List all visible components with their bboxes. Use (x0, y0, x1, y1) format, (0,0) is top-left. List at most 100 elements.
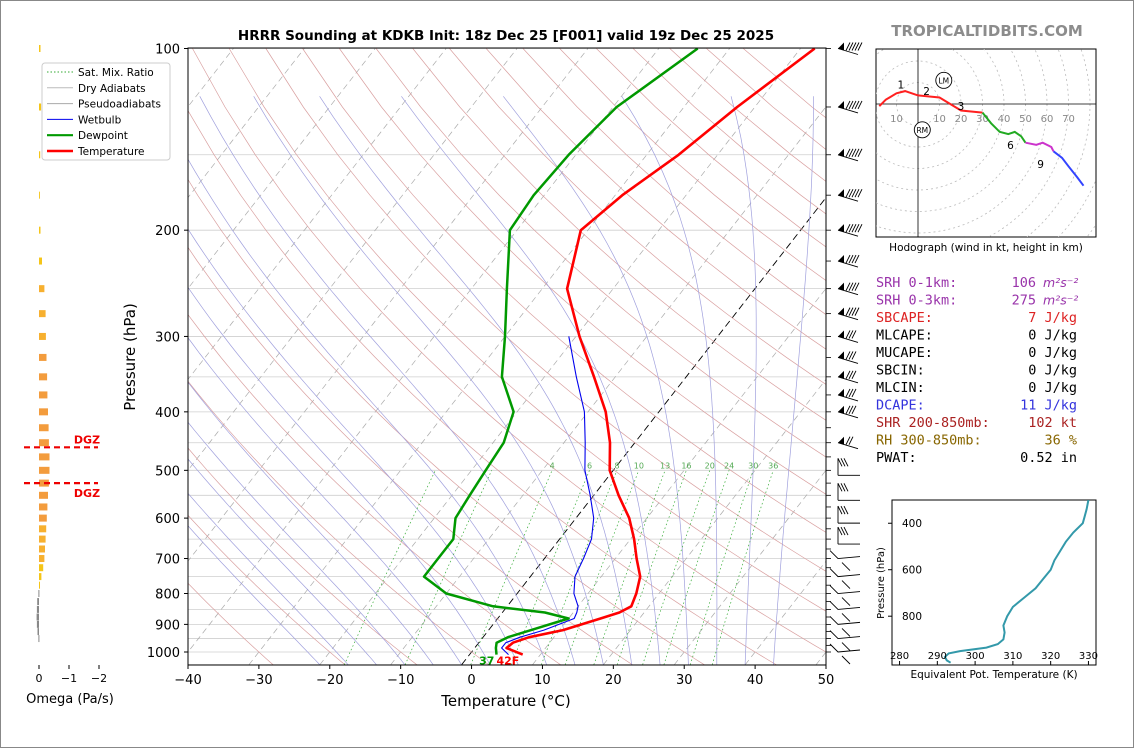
mixing-ratio-label: 16 (681, 461, 691, 470)
omega-bar (39, 555, 45, 563)
hodograph-trace (1025, 141, 1055, 152)
mixing-ratio-line (642, 470, 711, 665)
hodograph-height-label: 9 (1037, 159, 1044, 171)
omega-bar (36, 620, 39, 628)
omega-bar (38, 635, 40, 643)
legend-label: Dewpoint (78, 130, 128, 142)
hodograph-ring-label: 40 (998, 114, 1011, 125)
y-tick-label: 600 (155, 512, 180, 527)
pseudoadiabat (188, 421, 406, 665)
theta-e-area (943, 500, 1090, 664)
wind-barb-tick (857, 100, 863, 110)
omega-bar (39, 226, 41, 234)
wind-barb-tick (848, 436, 854, 445)
wind-barb-tick (848, 100, 854, 110)
indices-panel: SRH 0-1km: 106 m²s⁻² SRH 0-3km: 275 m²s⁻² SBCA… (876, 275, 1078, 466)
hodograph-trace (981, 111, 1027, 144)
index-value: 0 J/kg (1028, 345, 1077, 361)
x-tick-label: −10 (387, 673, 414, 688)
y-tick-label: 900 (155, 618, 180, 633)
y-tick-label: 700 (155, 553, 180, 568)
omega-bar (36, 613, 39, 621)
mixing-ratio-line (689, 470, 754, 665)
wind-barb-staff (837, 106, 859, 114)
mixing-ratio-line (711, 470, 774, 665)
index-label: SBCAPE: (876, 310, 933, 326)
wind-barb-tick (848, 254, 854, 264)
wind-barb-tick (851, 282, 857, 291)
wind-barb-tick (848, 370, 854, 380)
theta-e-x-tick-label: 310 (1003, 651, 1022, 662)
wind-barb-tick (845, 100, 851, 110)
hodograph-caption: Hodograph (wind in kt, height in km) (889, 242, 1083, 254)
omega-bar (39, 503, 48, 511)
mixing-ratio-line (511, 470, 590, 665)
theta-e-x-tick-label: 320 (1041, 651, 1060, 662)
mixing-ratio-label: 6 (587, 461, 592, 470)
omega-panel: 0 −1 −2 DGZ DGZ (24, 45, 107, 685)
storm-motion-label: LM (938, 76, 949, 85)
dry-adiabat (265, 48, 826, 572)
wind-barb-staff (837, 376, 859, 384)
wind-barb-staff (837, 394, 859, 402)
omega-bar (39, 332, 46, 340)
index-value: 11 J/kg (1020, 398, 1077, 414)
wind-barb-tick (843, 526, 849, 536)
wind-barb-tick (857, 223, 863, 233)
dry-adiabat (188, 380, 490, 665)
x-tick-label: 50 (818, 673, 835, 688)
index-value: 275 (1012, 293, 1036, 309)
hodograph-ring-label: 60 (1041, 114, 1054, 125)
wind-barb-tick (854, 148, 860, 157)
dry-adiabat (188, 178, 705, 665)
mixing-ratio-label: 8 (614, 461, 619, 470)
y-tick-label: 300 (155, 330, 180, 345)
index-label: MLCIN: (876, 380, 925, 396)
dry-adiabat (188, 514, 346, 665)
omega-bar (37, 598, 39, 606)
omega-bar (39, 45, 41, 52)
isotherm (673, 469, 826, 665)
wind-barb-tick (845, 42, 851, 51)
wind-barb-staff (837, 336, 859, 343)
isotherm (744, 560, 826, 665)
hodograph-height-label: 3 (958, 101, 965, 113)
omega-bar (39, 453, 50, 461)
wind-barb-tick (845, 330, 851, 339)
omega-bar (39, 391, 48, 399)
y-axis-label: Pressure (hPa) (121, 303, 139, 411)
wind-barb-tick (848, 148, 854, 157)
wind-barb-tick (851, 223, 857, 233)
omega-bar (39, 285, 45, 293)
theta-e-y-tick-label: 600 (902, 565, 922, 577)
hodograph-ring-label: 10 (890, 114, 903, 125)
x-axis-label: Temperature (°C) (440, 692, 570, 710)
index-label: SRH 0-1km: (876, 275, 957, 291)
wind-barb-tick (845, 436, 851, 445)
legend-label: Sat. Mix. Ratio (78, 67, 154, 79)
wind-barb-tick (845, 282, 851, 291)
x-tick-label: −40 (174, 673, 201, 688)
omega-bar (36, 605, 39, 613)
wind-barb-tick (848, 351, 854, 360)
x-tick-label: 20 (605, 673, 622, 688)
wind-barb-tick (840, 505, 846, 515)
wind-barb-tick (841, 642, 851, 651)
hodograph-height-label: 6 (1007, 140, 1014, 152)
wind-barb-tick (851, 370, 857, 380)
hodograph-area: 10 10 20 30 40 50 60 70 1 2 3 6 9 LM RM (876, 49, 1096, 237)
omega-bar (39, 535, 46, 543)
x-tick-label: −20 (316, 673, 343, 688)
wind-barb-tick (851, 405, 857, 415)
dry-adiabat (449, 48, 826, 385)
theta-e-x-tick-label: 290 (928, 651, 947, 662)
dry-adiabat (339, 48, 826, 495)
wind-barb-tick (857, 42, 863, 51)
wind-barb-staff (829, 550, 861, 559)
wind-barb-tick (845, 148, 851, 157)
wind-barb-tick (848, 223, 854, 233)
wind-barb-tick (851, 188, 857, 198)
pseudoadiabat (188, 492, 349, 665)
index-unit: m²s⁻² (1043, 275, 1078, 290)
